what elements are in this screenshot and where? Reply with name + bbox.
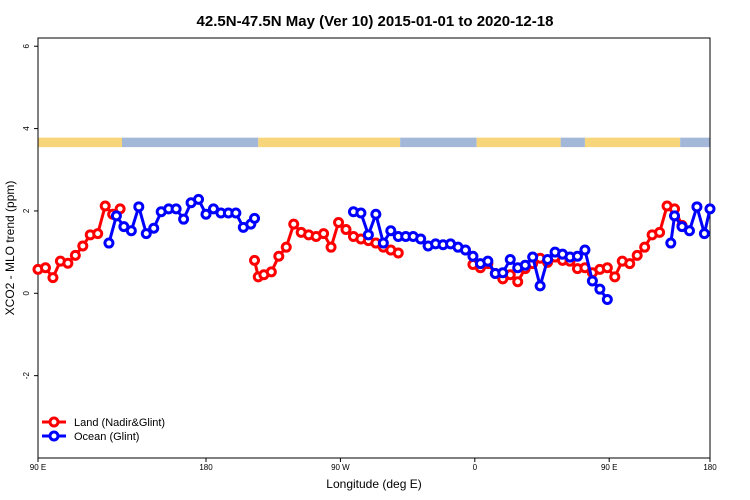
series-layer	[32, 193, 716, 305]
data-point	[362, 229, 374, 241]
data-point	[482, 255, 494, 267]
data-point	[178, 213, 190, 225]
data-point	[39, 262, 51, 274]
data-point	[170, 203, 182, 215]
surface-type-band	[38, 137, 710, 148]
data-point	[631, 249, 643, 261]
data-point	[230, 207, 242, 219]
legend: Land (Nadir&Glint) Ocean (Glint)	[42, 416, 165, 443]
data-point	[609, 271, 621, 283]
data-point	[47, 272, 59, 284]
x-axis-label: Longitude (deg E)	[326, 477, 421, 491]
y-tick-label: 6	[22, 43, 31, 48]
data-point	[467, 250, 479, 262]
band-segment-land	[476, 137, 561, 148]
data-point	[534, 280, 546, 292]
data-point	[125, 225, 137, 237]
y-tick-label: -2	[22, 372, 31, 380]
data-point	[504, 254, 516, 266]
data-point	[200, 208, 212, 220]
data-point	[318, 228, 330, 240]
data-point	[148, 222, 160, 234]
data-point	[370, 208, 382, 220]
data-point	[333, 216, 345, 228]
data-point	[325, 241, 337, 253]
data-point	[527, 251, 539, 263]
y-tick-label: 2	[22, 208, 31, 213]
x-tick-label: 90 E	[601, 463, 617, 472]
data-point	[601, 293, 613, 305]
data-point	[639, 241, 651, 253]
data-point	[265, 266, 277, 278]
data-point	[594, 283, 606, 295]
chart-title: 42.5N-47.5N May (Ver 10) 2015-01-01 to 2…	[197, 13, 554, 30]
legend-ocean-label: Ocean (Glint)	[74, 431, 139, 443]
data-point	[62, 257, 74, 269]
data-point	[519, 259, 531, 271]
band-segment-land	[584, 137, 681, 148]
data-point	[415, 233, 427, 245]
y-axis: -2 0 2 4 6	[22, 43, 38, 379]
data-point	[280, 241, 292, 253]
data-point	[193, 193, 205, 205]
data-point	[497, 267, 509, 279]
data-point	[512, 276, 524, 288]
band-segment-ocean	[560, 137, 585, 148]
data-point	[459, 244, 471, 256]
data-point	[140, 228, 152, 240]
data-point	[571, 250, 583, 262]
data-point	[698, 228, 710, 240]
data-point	[601, 262, 613, 274]
data-point	[77, 240, 89, 252]
data-point	[288, 218, 300, 230]
x-tick-label: 0	[473, 463, 478, 472]
data-point	[133, 201, 145, 213]
data-point	[99, 200, 111, 212]
legend-land-marker	[48, 416, 60, 428]
x-tick-label: 90 W	[331, 463, 350, 472]
data-point	[103, 237, 115, 249]
legend-land-label: Land (Nadir&Glint)	[74, 417, 165, 429]
band-segment-ocean	[400, 137, 477, 148]
data-point	[273, 250, 285, 262]
data-point	[683, 225, 695, 237]
band-segment-ocean	[122, 137, 259, 148]
plot-frame	[37, 37, 711, 459]
data-point	[249, 212, 261, 224]
x-tick-label: 90 E	[30, 463, 46, 472]
data-point	[579, 244, 591, 256]
band-segment-land	[258, 137, 401, 148]
data-point	[691, 201, 703, 213]
data-point	[340, 223, 352, 235]
data-point	[704, 203, 716, 215]
data-point	[377, 237, 389, 249]
data-point	[249, 254, 261, 266]
x-tick-label: 180	[199, 463, 213, 472]
x-axis: 90 E 180 90 W 0 90 E 180	[30, 458, 717, 472]
data-point	[110, 210, 122, 222]
band-segment-land	[38, 137, 122, 148]
data-point	[392, 247, 404, 259]
data-point	[669, 210, 681, 222]
x-tick-label: 180	[703, 463, 717, 472]
data-point	[92, 228, 104, 240]
data-point	[542, 254, 554, 266]
band-segment-ocean	[680, 137, 710, 148]
legend-ocean-marker	[48, 430, 60, 442]
y-tick-label: 0	[22, 291, 31, 296]
data-point	[624, 258, 636, 270]
data-point	[385, 225, 397, 237]
data-point	[665, 237, 677, 249]
data-point	[586, 275, 598, 287]
series-ocean	[103, 193, 716, 305]
data-point	[355, 207, 367, 219]
data-point	[654, 226, 666, 238]
data-point	[69, 249, 81, 261]
y-tick-label: 4	[22, 126, 31, 131]
y-axis-label: XCO2 - MLO trend (ppm)	[3, 181, 17, 316]
